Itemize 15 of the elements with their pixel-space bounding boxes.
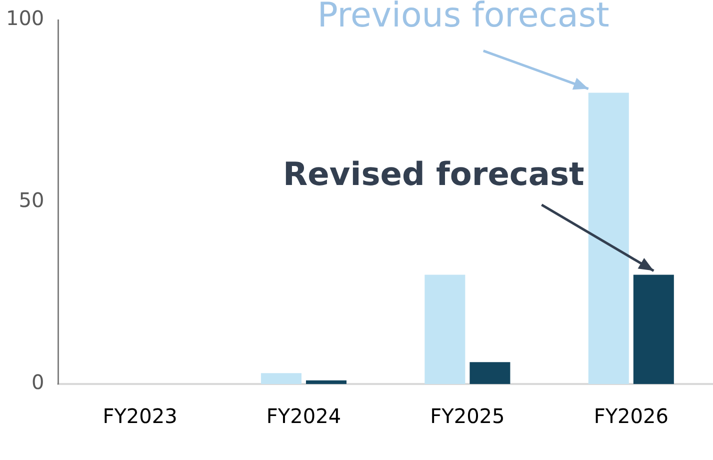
- bar: [588, 92, 629, 384]
- y-tick-label: 100: [6, 6, 44, 30]
- x-tick-label: FY2023: [102, 404, 178, 428]
- bar: [424, 274, 466, 384]
- bar: [260, 373, 302, 384]
- bar: [470, 362, 510, 384]
- x-tick-label: FY2024: [266, 404, 342, 428]
- bar: [306, 380, 346, 384]
- annotation: Previous forecast: [317, 0, 610, 36]
- y-tick-label: 0: [31, 370, 44, 394]
- x-tick-label: FY2026: [594, 404, 668, 428]
- y-tick-label: 50: [18, 188, 44, 212]
- bar: [633, 274, 674, 384]
- x-tick-label: FY2025: [430, 404, 505, 428]
- annotation: Revised forecast: [283, 155, 584, 194]
